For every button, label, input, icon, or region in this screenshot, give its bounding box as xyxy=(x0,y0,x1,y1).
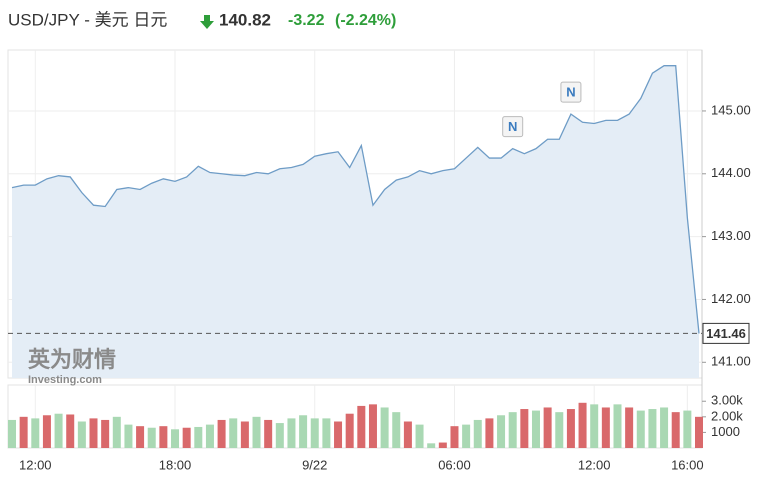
volume-bar xyxy=(485,418,494,448)
volume-bar xyxy=(322,418,331,448)
volume-bar xyxy=(217,419,226,448)
volume-bar xyxy=(636,410,645,448)
volume-bar xyxy=(66,414,75,448)
volume-bar xyxy=(345,413,354,448)
volume-bar xyxy=(555,412,564,448)
volume-bar xyxy=(19,416,28,448)
volume-bar xyxy=(671,412,680,448)
volume-bar xyxy=(392,412,401,448)
volume-bar xyxy=(695,416,703,448)
volume-bar xyxy=(275,423,284,448)
news-marker xyxy=(560,81,582,103)
news-marker xyxy=(502,116,524,138)
volume-bar xyxy=(357,405,366,448)
y-tick-label: 143.00 xyxy=(711,228,751,243)
volume-bar xyxy=(683,410,692,448)
volume-bar xyxy=(205,424,214,448)
y-tick-label: 141.00 xyxy=(711,354,751,369)
volume-bar xyxy=(182,427,191,448)
y-tick-label: 142.00 xyxy=(711,291,751,306)
volume-tick-label: 1000 xyxy=(711,424,740,439)
x-tick-label: 06:00 xyxy=(438,457,471,472)
watermark-sub: Investing.com xyxy=(28,374,102,386)
news-marker-label: N xyxy=(508,119,517,134)
news-marker-label: N xyxy=(566,85,575,100)
volume-bar xyxy=(42,415,51,448)
volume-bar xyxy=(520,409,529,448)
y-tick-label: 145.00 xyxy=(711,102,751,117)
volume-bar xyxy=(601,407,610,448)
change-pct: (-2.24%) xyxy=(335,12,396,29)
plot: 12:00 18:00 9/22 06:00 12:00 16:00 141.00 142.0… xyxy=(7,49,751,472)
watermark: 英为财情 xyxy=(28,347,116,372)
down-arrow xyxy=(200,15,214,29)
volume-bar xyxy=(531,410,540,448)
volume-bar xyxy=(543,407,552,448)
price-line xyxy=(11,65,700,334)
x-tick-label: 12:00 xyxy=(578,457,611,472)
volume-bar xyxy=(147,427,156,448)
volume-bar xyxy=(89,418,98,448)
x-tick-label: 12:00 xyxy=(19,457,52,472)
volume-bar xyxy=(136,426,145,448)
volume-tick-label: 3.00k xyxy=(711,393,743,408)
volume-bar xyxy=(497,415,506,448)
volume-bar xyxy=(508,412,517,448)
volume-bar xyxy=(112,416,121,448)
volume-bar xyxy=(8,419,16,448)
volume-bar xyxy=(31,418,40,448)
volume-bar xyxy=(648,409,657,448)
x-tick-label: 18:00 xyxy=(159,457,192,472)
volume-tick-label: 2.00k xyxy=(711,408,743,423)
volume-bar xyxy=(240,421,249,448)
volume-bar xyxy=(438,442,447,448)
volume-bar xyxy=(229,418,238,448)
area-fill xyxy=(12,65,699,379)
volume-bar xyxy=(334,421,343,448)
volume-bar xyxy=(462,424,471,448)
price: 140.82 xyxy=(219,10,271,29)
volume-bar xyxy=(578,402,587,448)
volume-bar xyxy=(427,443,436,448)
volume-bar xyxy=(380,407,389,448)
volume-bar xyxy=(625,407,634,448)
volume-bar xyxy=(264,419,273,448)
last-price-label: 141.46 xyxy=(706,326,746,341)
volume-bar xyxy=(590,404,599,448)
volume-bar xyxy=(194,426,203,448)
volume-bar xyxy=(159,426,168,448)
volume-bar xyxy=(287,418,296,448)
volume-bar xyxy=(171,429,180,448)
x-tick-label: 16:00 xyxy=(671,457,704,472)
x-tick-label: 9/22 xyxy=(302,457,327,472)
volume-bar xyxy=(450,426,459,448)
change: -3.22 xyxy=(288,12,325,29)
last-price-box xyxy=(702,322,750,344)
volume-bar xyxy=(310,418,319,448)
volume-bar xyxy=(299,415,308,448)
y-tick-label: 144.00 xyxy=(711,165,751,180)
chart-title: USD/JPY - 美元 日元 xyxy=(8,10,167,29)
volume-bar xyxy=(77,421,86,448)
volume-bar xyxy=(403,421,412,448)
volume-bar xyxy=(660,407,669,448)
volume-bar xyxy=(101,419,110,448)
volume-bar xyxy=(473,419,482,448)
volume-bar xyxy=(252,416,261,448)
volume-bar xyxy=(613,404,622,448)
volume-bar xyxy=(368,404,377,448)
volume-bar xyxy=(415,424,424,448)
volume-bar xyxy=(566,409,575,448)
volume-bar xyxy=(124,424,133,448)
volume-bar xyxy=(54,413,63,448)
